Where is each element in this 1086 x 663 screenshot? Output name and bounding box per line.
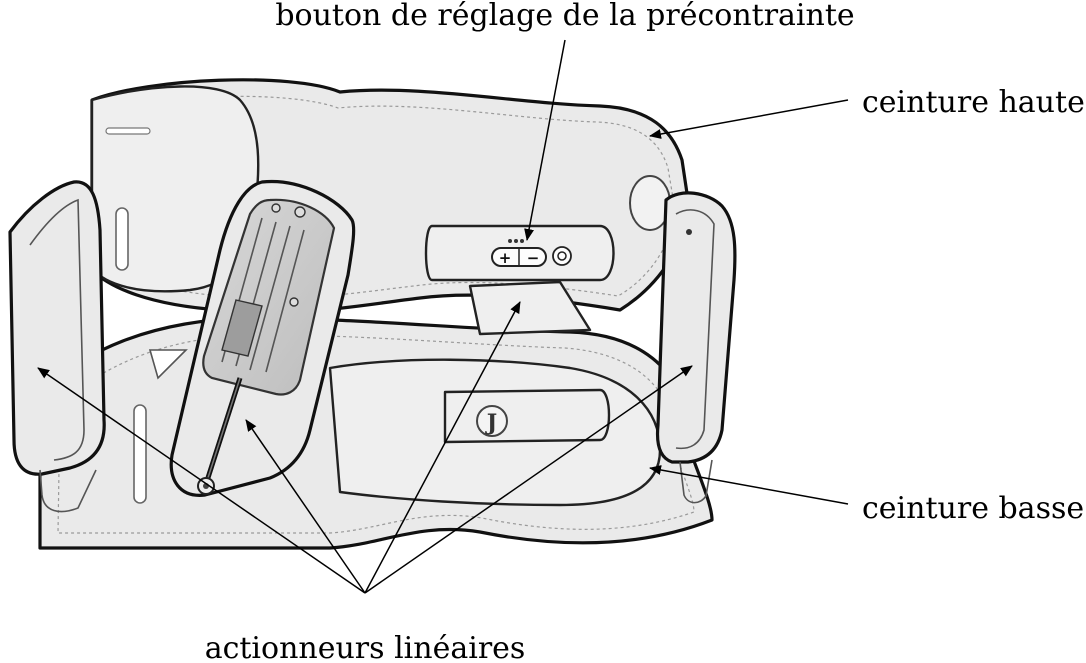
- upper-belt: + −: [90, 78, 690, 315]
- minus-icon[interactable]: −: [527, 249, 540, 267]
- lower-belt-buckle-icon: [476, 405, 508, 437]
- lower-belt: J: [38, 316, 714, 550]
- central-strap: [468, 280, 592, 336]
- buckle-mark: J: [485, 410, 497, 436]
- power-button-icon[interactable]: [552, 246, 572, 266]
- callout-arrows: [37, 39, 849, 594]
- linear-actuator-housing: [169, 179, 356, 497]
- preload-control-panel: + −: [424, 224, 615, 282]
- label-upper-belt: ceinture haute: [862, 85, 1085, 120]
- right-lateral-support: [655, 191, 737, 504]
- plus-icon[interactable]: +: [499, 249, 512, 267]
- label-preload-button: bouton de réglage de la précontrainte: [275, 0, 854, 33]
- label-linear-actuators: actionneurs linéaires: [205, 631, 526, 663]
- label-lower-belt: ceinture basse: [862, 491, 1084, 526]
- preload-adjust-button[interactable]: + −: [491, 247, 547, 267]
- left-lateral-support: [8, 180, 106, 513]
